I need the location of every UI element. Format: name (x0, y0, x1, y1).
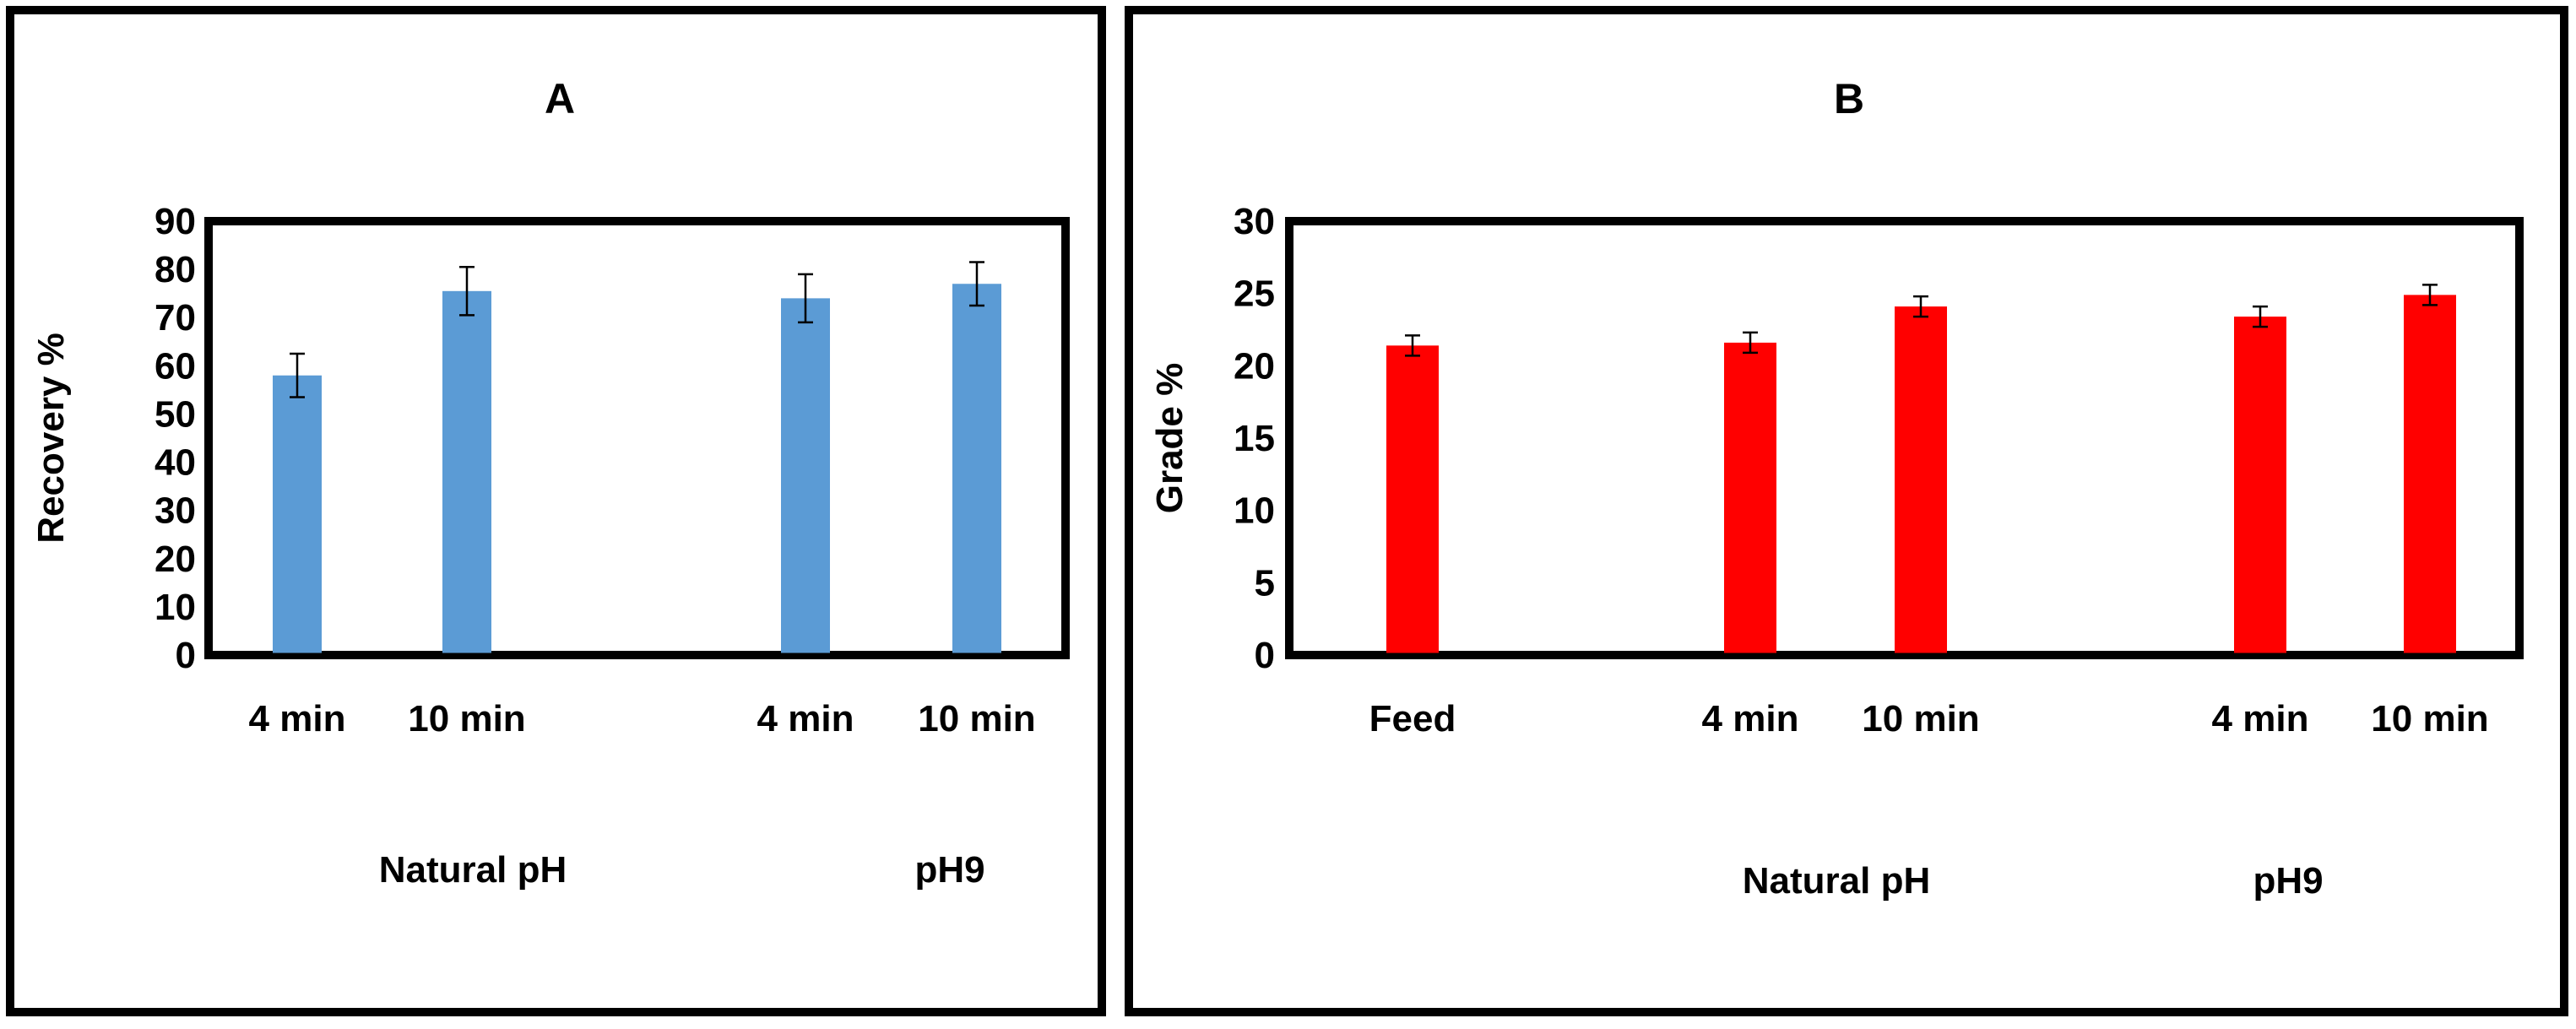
panel-a-error-bar (290, 352, 305, 398)
panel-a-bar (273, 375, 322, 655)
panel-b-bar (1386, 345, 1439, 655)
panel-b-y-tick-label: 10 (1234, 490, 1275, 532)
panel-b-y-tick-label: 20 (1234, 345, 1275, 387)
panel-a-y-tick-label: 60 (155, 345, 196, 387)
panel-b-y-tick-label: 0 (1255, 635, 1275, 676)
panel-b-bar (1895, 306, 1947, 655)
panel-b-bar (1724, 342, 1776, 655)
panel-a-category-label: 10 min (918, 698, 1035, 739)
panel-a-frame (6, 6, 1106, 1016)
panel-b-group-label: Natural pH (1743, 860, 1930, 902)
panel-a-y-tick-label: 20 (155, 539, 196, 580)
panel-a: A 0 10 20 30 40 50 60 70 80 90 Recovery % 4 min 10 m… (6, 6, 1106, 1016)
panel-a-bar (952, 284, 1001, 655)
panel-b-group-label: pH9 (2253, 860, 2323, 902)
panel-a-bar (781, 298, 830, 655)
panel-b-y-tick-label: 5 (1255, 562, 1275, 604)
panel-a-y-tick-label: 30 (155, 490, 196, 532)
panel-b-error-bar (2422, 284, 2438, 306)
panel-b-y-tick-label: 15 (1234, 418, 1275, 459)
panel-a-plot-area: 0 10 20 30 40 50 60 70 80 90 Recovery % 4 min 10 min… (30, 201, 1070, 891)
panel-a-error-bar (969, 261, 984, 307)
panel-a-bar (442, 290, 491, 655)
panel-b-category-label: 10 min (1862, 698, 1979, 739)
panel-b-category-label: 4 min (2212, 698, 2309, 739)
panel-b-plot-area: 0 5 10 15 20 25 30 Grade % Feed 4 min 10 min 4 min 1… (1149, 201, 2524, 902)
panel-b-label: B (1834, 75, 1864, 122)
panel-b-y-tick-label: 25 (1234, 273, 1275, 315)
panel-a-y-tick-label: 0 (176, 635, 196, 676)
panel-a-category-label: 4 min (757, 698, 854, 739)
panel-b-frame (1125, 6, 2568, 1016)
panel-a-group-label: Natural pH (379, 849, 567, 891)
panel-a-category-label: 4 min (249, 698, 346, 739)
panel-b-error-bar (1743, 331, 1758, 355)
panel-b: B 0 5 10 15 20 25 30 Grade % Feed 4 min 10 min 4 mi… (1125, 6, 2568, 1016)
panel-a-y-tick-label: 50 (155, 393, 196, 435)
panel-b-category-label: Feed (1369, 698, 1456, 739)
panel-b-bar (2404, 295, 2456, 655)
panel-b-error-bar (2253, 305, 2268, 328)
panel-a-y-tick-label: 40 (155, 442, 196, 484)
panel-a-y-tick-label: 90 (155, 201, 196, 242)
panel-a-error-bar (798, 273, 813, 324)
panel-a-y-tick-label: 80 (155, 249, 196, 290)
panel-b-category-label: 4 min (1702, 698, 1799, 739)
panel-b-y-tick-label: 30 (1234, 201, 1275, 242)
panel-a-error-bar (459, 266, 475, 317)
panel-a-y-tick-label: 10 (155, 587, 196, 628)
panel-b-category-label: 10 min (2371, 698, 2488, 739)
panel-b-error-bar (1405, 334, 1420, 357)
panel-a-label: A (545, 75, 575, 122)
panel-b-bar (2234, 317, 2286, 655)
panel-a-category-label: 10 min (408, 698, 525, 739)
panel-b-error-bar (1913, 295, 1928, 318)
panel-a-group-label: pH9 (914, 849, 984, 891)
panel-b-y-axis-label: Grade % (1149, 363, 1190, 514)
panel-a-y-axis-label: Recovery % (30, 333, 72, 543)
panel-a-y-tick-label: 70 (155, 297, 196, 338)
